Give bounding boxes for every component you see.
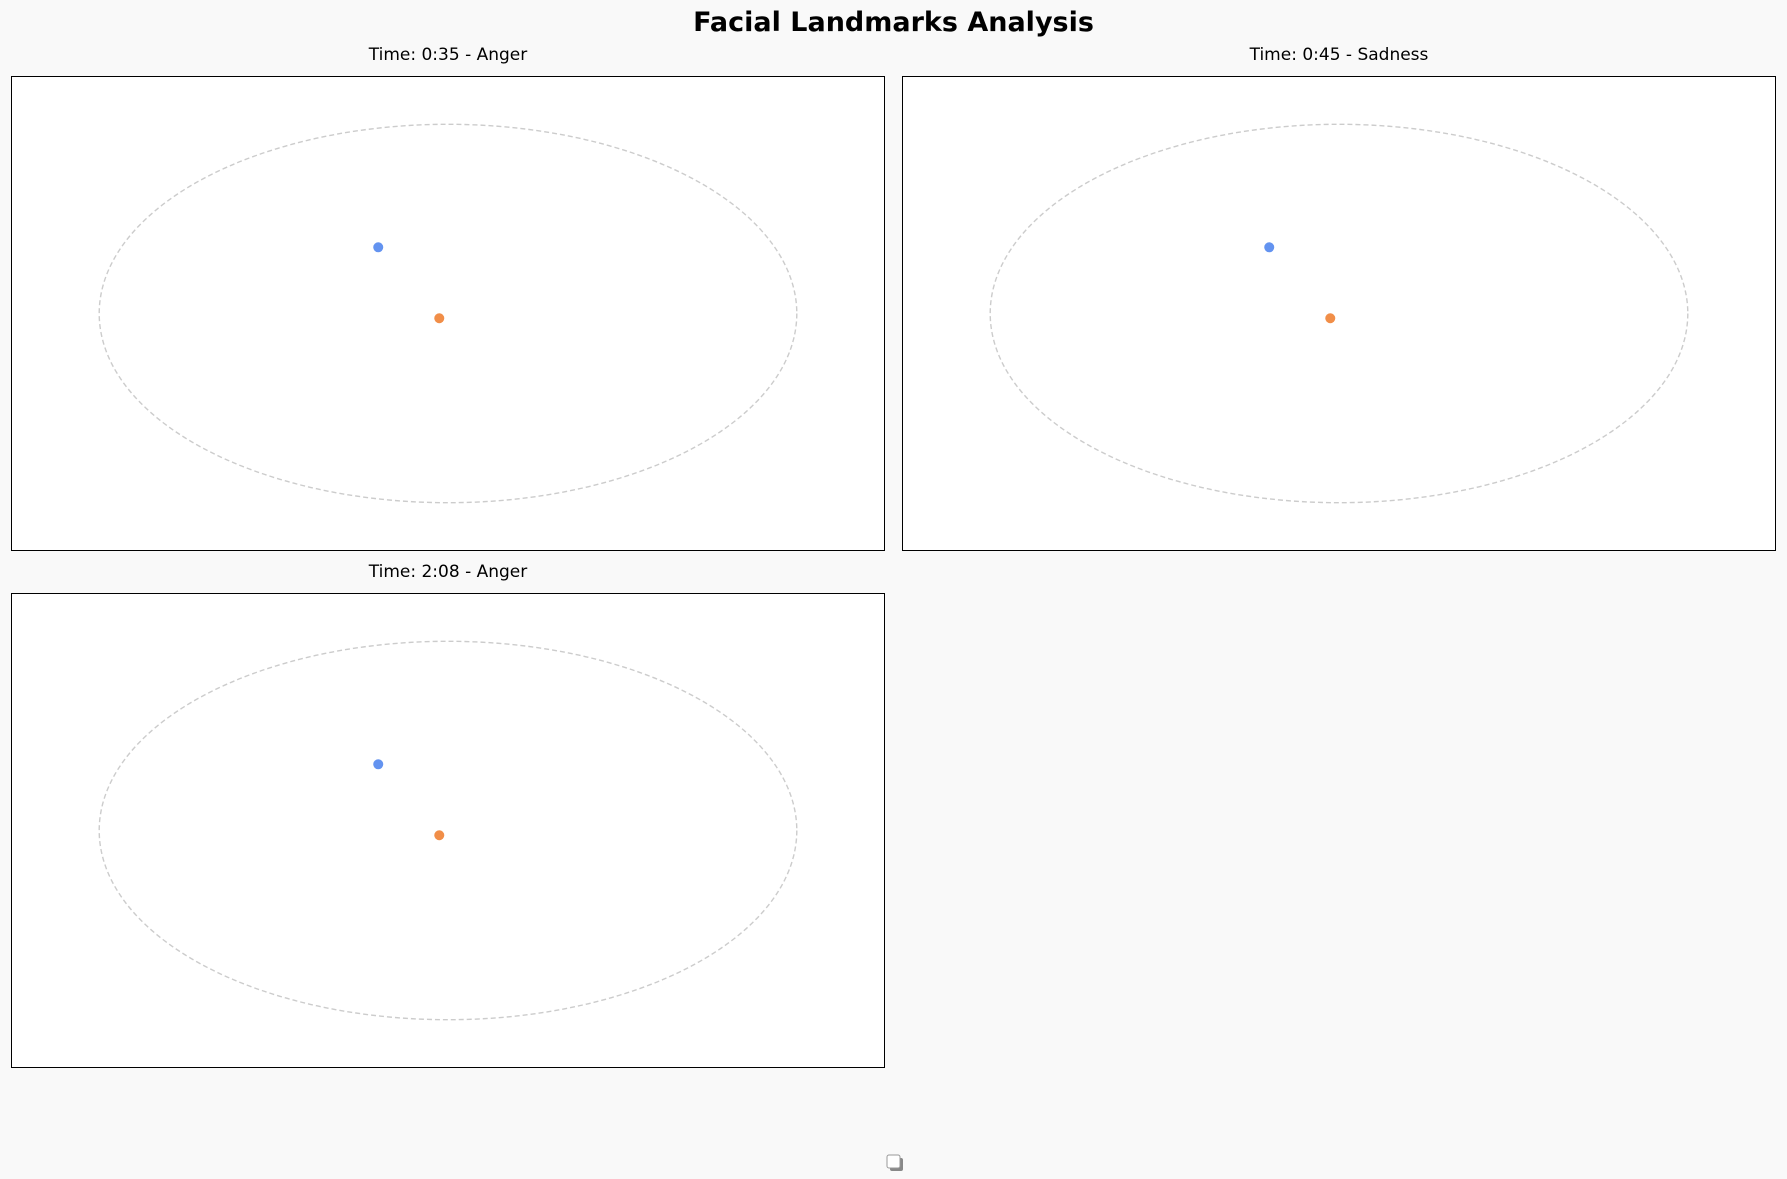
- landmark-point-2: [1325, 313, 1336, 324]
- face-outline: [989, 123, 1689, 504]
- face-outline: [98, 640, 798, 1021]
- panel-title-2: Time: 0:45 - Sadness: [1249, 45, 1429, 65]
- panel-title-3: Time: 2:08 - Anger: [368, 562, 528, 582]
- chart-panel-1: [11, 76, 885, 551]
- landmark-point-1: [1264, 242, 1275, 253]
- chart-panel-3: [11, 593, 885, 1068]
- panel-title-1: Time: 0:35 - Anger: [368, 45, 528, 65]
- face-plot-3: [98, 640, 798, 1021]
- landmark-point-2: [434, 830, 445, 841]
- face-outline: [98, 123, 798, 504]
- chart-title: Facial Landmarks Analysis: [693, 7, 1094, 38]
- landmark-point-1: [373, 759, 384, 770]
- face-plot-2: [989, 123, 1689, 504]
- face-plot-1: [98, 123, 798, 504]
- chart-panel-2: [902, 76, 1776, 551]
- landmark-point-1: [373, 242, 384, 253]
- legend-box-icon: [886, 1154, 903, 1171]
- landmark-point-2: [434, 313, 445, 324]
